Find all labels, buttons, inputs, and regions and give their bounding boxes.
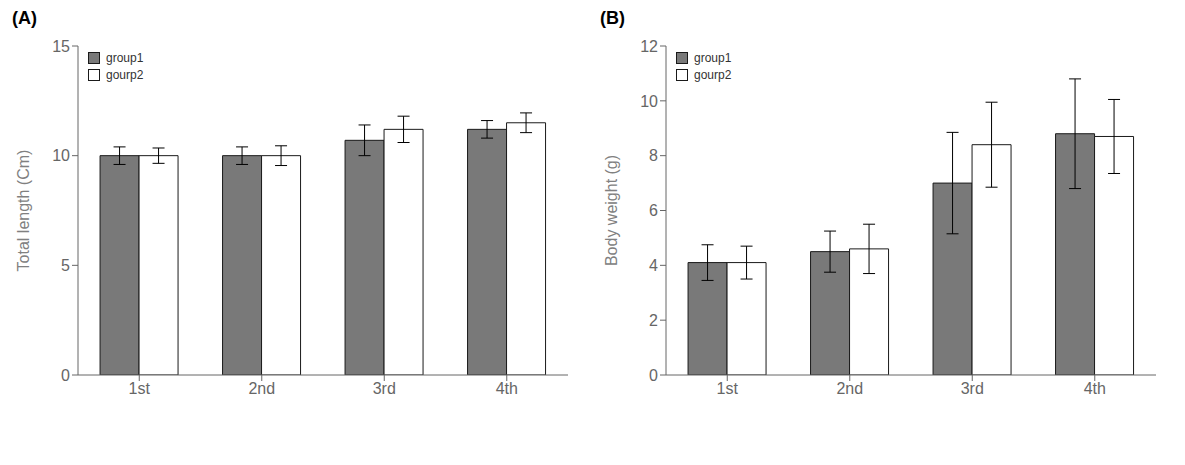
svg-text:2nd: 2nd bbox=[248, 380, 275, 397]
svg-text:2nd: 2nd bbox=[836, 380, 863, 397]
svg-text:3rd: 3rd bbox=[961, 380, 984, 397]
svg-text:10: 10 bbox=[640, 93, 658, 110]
svg-text:Body weight (g): Body weight (g) bbox=[603, 155, 620, 266]
svg-text:10: 10 bbox=[52, 147, 70, 164]
svg-text:4: 4 bbox=[649, 257, 658, 274]
svg-text:1st: 1st bbox=[129, 380, 151, 397]
html-text:gourp2: gourp2 bbox=[694, 68, 732, 82]
svg-text:6: 6 bbox=[649, 202, 658, 219]
html-text:(A): (A) bbox=[12, 8, 37, 28]
svg-text:3rd: 3rd bbox=[373, 380, 396, 397]
svg-text:5: 5 bbox=[61, 257, 70, 274]
svg-text:8: 8 bbox=[649, 147, 658, 164]
svg-text:0: 0 bbox=[61, 367, 70, 384]
svg-text:1st: 1st bbox=[717, 380, 739, 397]
html-text:group1: group1 bbox=[106, 51, 144, 65]
html-text:group1: group1 bbox=[694, 51, 732, 65]
svg-text:12: 12 bbox=[640, 38, 658, 55]
svg-text:0: 0 bbox=[649, 367, 658, 384]
svg-text:Total length (Cm): Total length (Cm) bbox=[15, 150, 32, 272]
html-text:(B): (B) bbox=[600, 8, 625, 28]
svg-text:4th: 4th bbox=[1084, 380, 1106, 397]
svg-text:15: 15 bbox=[52, 38, 70, 55]
svg-text:2: 2 bbox=[649, 312, 658, 329]
svg-text:4th: 4th bbox=[496, 380, 518, 397]
html-text:gourp2: gourp2 bbox=[106, 68, 144, 82]
